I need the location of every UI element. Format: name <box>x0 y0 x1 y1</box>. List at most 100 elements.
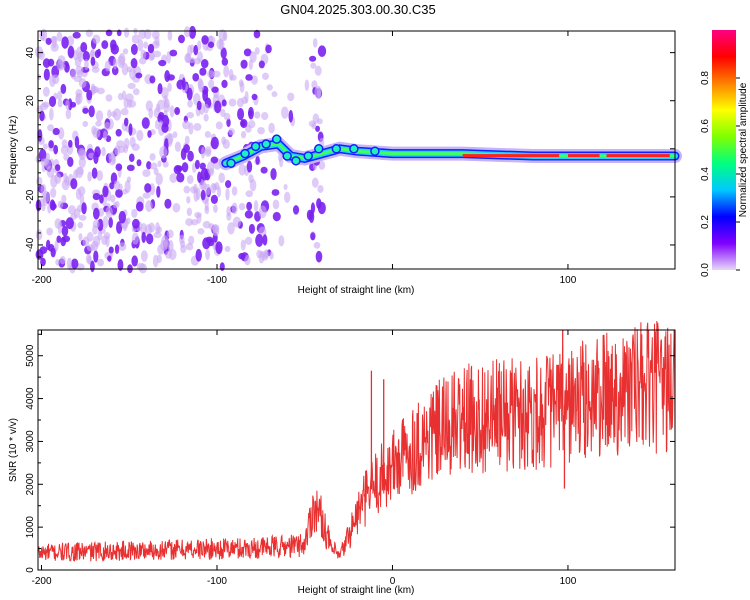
spectrogram-noise-blob <box>130 58 138 69</box>
spectrogram-noise-blob <box>46 227 54 236</box>
spectrogram-noise-blob <box>232 216 242 228</box>
spectrogram-track-blob <box>240 148 250 159</box>
spectrogram-noise-blob <box>141 117 150 129</box>
spectrogram-noise-blob <box>118 210 126 224</box>
spectrogram-noise-blob <box>53 144 59 155</box>
spectrogram-noise-blob <box>131 208 138 219</box>
spectrogram-noise-blob <box>310 232 316 241</box>
spectrogram-noise-blob <box>88 105 95 118</box>
spectrogram-noise-blob <box>245 74 253 81</box>
spectrogram-noise-blob <box>90 260 95 273</box>
spectrogram-noise-blob <box>254 47 260 55</box>
spectrogram-strong-segment <box>606 154 670 158</box>
spectrogram-noise-blob <box>142 169 151 178</box>
spectrogram-noise-blob <box>48 140 54 149</box>
spectrogram-noise-blob <box>136 159 142 167</box>
spectrogram-noise-blob <box>37 129 43 142</box>
snr-y-label: SNR (10 * v/v) <box>8 418 19 482</box>
spectrogram-noise-blob <box>240 59 248 69</box>
spectrogram-track-blob <box>303 151 313 161</box>
spectrogram-noise-blob <box>108 152 116 160</box>
snr-x-label: Height of straight line (km) <box>298 585 415 596</box>
spectrogram-noise-blob <box>150 162 158 170</box>
spectrogram-noise-blob <box>216 39 225 50</box>
spectrogram-noise-blob <box>95 120 102 127</box>
snr-panel: -200 -100 0 100 0 1000 2000 3000 4000 5000 Heigh… <box>8 320 676 596</box>
spectrogram-noise-blob <box>269 251 274 260</box>
spectrogram-noise-blob <box>72 31 81 39</box>
spectrogram-noise-blob <box>159 145 168 159</box>
spectrogram-noise-blob <box>118 52 126 66</box>
spectrogram-noise-blob <box>92 192 101 201</box>
spectrogram-track-blob <box>331 144 342 154</box>
spectrogram-noise-blob <box>200 189 206 201</box>
spectrogram-noise-blob <box>271 91 278 98</box>
spectrogram-noise-blob <box>248 174 254 183</box>
spectrogram-noise-blob <box>80 41 88 53</box>
spectrogram-noise-blob <box>313 241 321 249</box>
spectrogram-noise-blob <box>262 234 268 246</box>
spectrogram-noise-blob <box>223 65 230 78</box>
spectrogram-noise-blob <box>65 99 70 110</box>
spectrogram-noise-blob <box>195 248 202 262</box>
spectrogram-noise-blob <box>130 43 138 55</box>
spectrogram-noise-blob <box>117 259 124 271</box>
spectrogram-noise-blob <box>222 139 230 150</box>
spectrogram-noise-blob <box>92 235 101 248</box>
spectrogram-noise-blob <box>181 162 189 173</box>
spectrogram-noise-blob <box>194 159 200 170</box>
spectrogram-noise-blob <box>78 233 83 241</box>
spectrogram-noise-blob <box>248 120 256 129</box>
spectrogram-noise-blob <box>220 47 227 59</box>
spectrogram-noise-blob <box>258 205 267 219</box>
spectrogram-noise-blob <box>261 112 269 120</box>
spectrogram-noise-blob <box>215 121 223 130</box>
spectrogram-noise-blob <box>49 199 56 211</box>
spectrogram-noise-blob <box>64 175 70 186</box>
spectrogram-noise-blob <box>172 131 178 139</box>
spectrogram-noise-blob <box>131 232 140 245</box>
snr-y-tick-label: 1000 <box>25 516 36 539</box>
spectrogram-noise-blob <box>310 202 316 214</box>
spectrogram-noise-blob <box>221 79 228 89</box>
spectrogram-noise-blob <box>59 63 66 70</box>
spectrogram-noise-blob <box>186 87 193 101</box>
spectrogram-noise-blob <box>115 188 123 198</box>
spectrogram-noise-blob <box>43 68 50 81</box>
spectrogram-noise-blob <box>42 58 51 68</box>
spectrogram-noise-blob <box>248 59 253 70</box>
spectrogram-noise-blob <box>78 214 87 221</box>
spectrogram-noise-blob <box>115 128 122 137</box>
spectrogram-noise-blob <box>115 163 123 171</box>
spectrogram-noise-blob <box>60 236 67 247</box>
spectrogram-noise-blob <box>57 99 63 108</box>
spectrogram-noise-blob <box>70 178 78 190</box>
spectrogram-noise-blob <box>138 263 148 274</box>
spectrogram-noise-blob <box>108 246 114 254</box>
spectrogram-noise-blob <box>244 210 253 219</box>
spectrogram-noise-blob <box>163 98 170 109</box>
spectrogram-noise-blob <box>260 166 268 174</box>
spectrogram-noise-blob <box>186 207 193 217</box>
spectrogram-noise-blob <box>147 130 152 138</box>
spectrogram-noise-blob <box>61 36 69 49</box>
spectrogram-noise-blob <box>176 172 185 183</box>
spectrogram-noise-blob <box>38 148 47 162</box>
spectrogram-noise-blob <box>57 200 64 209</box>
spectrogram-noise-blob <box>185 218 194 227</box>
spectrogram-track-blob <box>226 158 236 168</box>
spectrogram-noise-blob <box>49 108 54 121</box>
spectrogram-noise-blob <box>82 236 90 247</box>
spectrogram-noise-blob <box>147 43 155 54</box>
spectrogram-noise-blob <box>77 166 84 176</box>
spectrogram-noise-blob <box>265 44 272 54</box>
spectrogram-noise-blob <box>188 235 195 245</box>
spectrogram-noise-blob <box>143 41 149 49</box>
spectrogram-noise-blob <box>157 99 166 110</box>
spectrogram-noise-blob <box>86 244 95 252</box>
spectrogram-noise-blob <box>203 103 209 114</box>
spectrogram-noise-blob <box>101 40 109 50</box>
spectrogram-noise-blob <box>107 255 112 262</box>
spectrogram-noise-blob <box>207 238 215 247</box>
spectrogram-noise-blob <box>248 223 255 234</box>
